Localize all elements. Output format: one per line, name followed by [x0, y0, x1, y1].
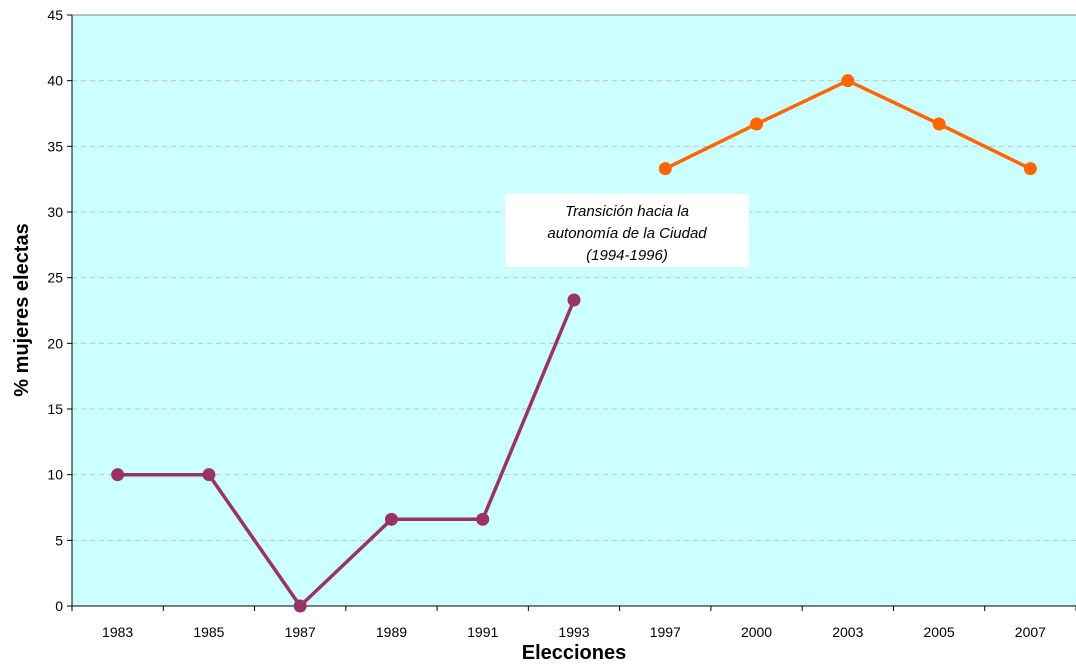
- x-tick-label: 1985: [193, 624, 224, 640]
- y-tick-label: 30: [47, 204, 63, 220]
- x-tick-label: 1983: [102, 624, 133, 640]
- y-axis-title: % mujeres electas: [11, 223, 33, 396]
- annotation: Transición hacia la autonomía de la Ciud…: [505, 194, 749, 267]
- annotation-line-1: Transición hacia la: [565, 203, 689, 220]
- x-tick-labels: 1983 1985 1987 1989 1991 1993 1997 2000 2003 2005…: [102, 624, 1046, 640]
- y-tick-label: 10: [47, 467, 63, 483]
- data-point: [1023, 162, 1037, 176]
- y-tick-label: 35: [47, 138, 63, 154]
- data-point: [567, 293, 581, 307]
- series-line: [117, 299, 576, 608]
- annotation-line-2: autonomía de la Ciudad: [547, 225, 707, 242]
- data-point: [841, 74, 855, 88]
- data-point: [293, 599, 307, 613]
- data-point: [750, 117, 764, 131]
- x-tick-label: 2007: [1015, 624, 1046, 640]
- x-axis-title: Elecciones: [522, 642, 627, 664]
- x-tick-label: 1989: [376, 624, 407, 640]
- plot-area: [72, 15, 1076, 606]
- x-tick-label: 2003: [832, 624, 863, 640]
- annotation-line-3: (1994-1996): [586, 247, 668, 264]
- y-tick-label: 0: [55, 598, 63, 614]
- x-tick-label: 2000: [741, 624, 772, 640]
- y-tick-label: 20: [47, 335, 63, 351]
- y-tick-label: 15: [47, 401, 63, 417]
- data-point: [111, 468, 125, 482]
- y-tick-label: 45: [47, 7, 63, 23]
- x-tick-label: 1991: [467, 624, 498, 640]
- x-tick-label: 1997: [650, 624, 681, 640]
- series-1: [111, 293, 581, 613]
- y-tick-label: 25: [47, 270, 63, 286]
- data-point: [384, 512, 398, 526]
- data-point: [658, 162, 672, 176]
- x-tick-label: 1987: [285, 624, 316, 640]
- data-point: [202, 468, 216, 482]
- x-tick-label: 1993: [558, 624, 589, 640]
- series-layer: [111, 74, 1037, 613]
- y-tick-labels: 0 5 10 15 20 25 30 35 40 45: [47, 7, 63, 614]
- annotation-box: [505, 194, 749, 267]
- y-tick-label: 40: [47, 73, 63, 89]
- x-tick-label: 2005: [924, 624, 955, 640]
- data-point: [476, 512, 490, 526]
- series-2: [658, 74, 1037, 176]
- data-point: [932, 117, 946, 131]
- axes: [67, 14, 1076, 611]
- y-tick-label: 5: [55, 532, 63, 548]
